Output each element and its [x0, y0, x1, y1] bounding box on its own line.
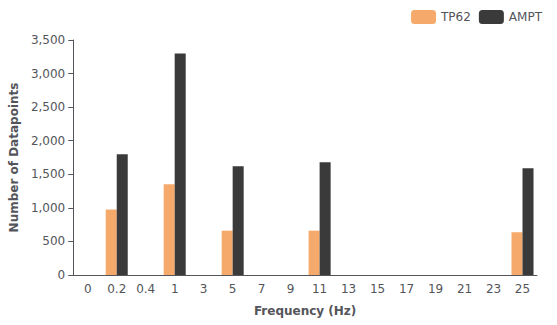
svg-text:2,500: 2,500 [31, 100, 65, 114]
svg-text:7: 7 [258, 282, 266, 296]
svg-text:23: 23 [486, 282, 501, 296]
svg-text:0: 0 [58, 268, 66, 282]
svg-text:500: 500 [42, 234, 65, 248]
svg-text:0.2: 0.2 [107, 282, 126, 296]
svg-text:3: 3 [200, 282, 208, 296]
svg-text:13: 13 [341, 282, 356, 296]
svg-text:19: 19 [428, 282, 443, 296]
svg-text:2,000: 2,000 [31, 134, 65, 148]
svg-text:3,500: 3,500 [31, 33, 65, 47]
svg-text:11: 11 [312, 282, 327, 296]
svg-text:1: 1 [171, 282, 179, 296]
svg-text:0: 0 [84, 282, 92, 296]
svg-text:0.4: 0.4 [136, 282, 155, 296]
svg-text:25: 25 [515, 282, 530, 296]
svg-text:1,500: 1,500 [31, 167, 65, 181]
svg-text:TP62: TP62 [440, 10, 471, 24]
svg-text:9: 9 [287, 282, 295, 296]
svg-text:AMPT: AMPT [509, 10, 543, 24]
svg-text:Number of Datapoints: Number of Datapoints [7, 83, 21, 233]
svg-text:3,000: 3,000 [31, 67, 65, 81]
svg-text:15: 15 [370, 282, 385, 296]
svg-text:5: 5 [229, 282, 237, 296]
svg-text:17: 17 [399, 282, 414, 296]
svg-text:1,000: 1,000 [31, 201, 65, 215]
svg-text:Frequency (Hz): Frequency (Hz) [254, 304, 356, 318]
svg-text:21: 21 [457, 282, 472, 296]
